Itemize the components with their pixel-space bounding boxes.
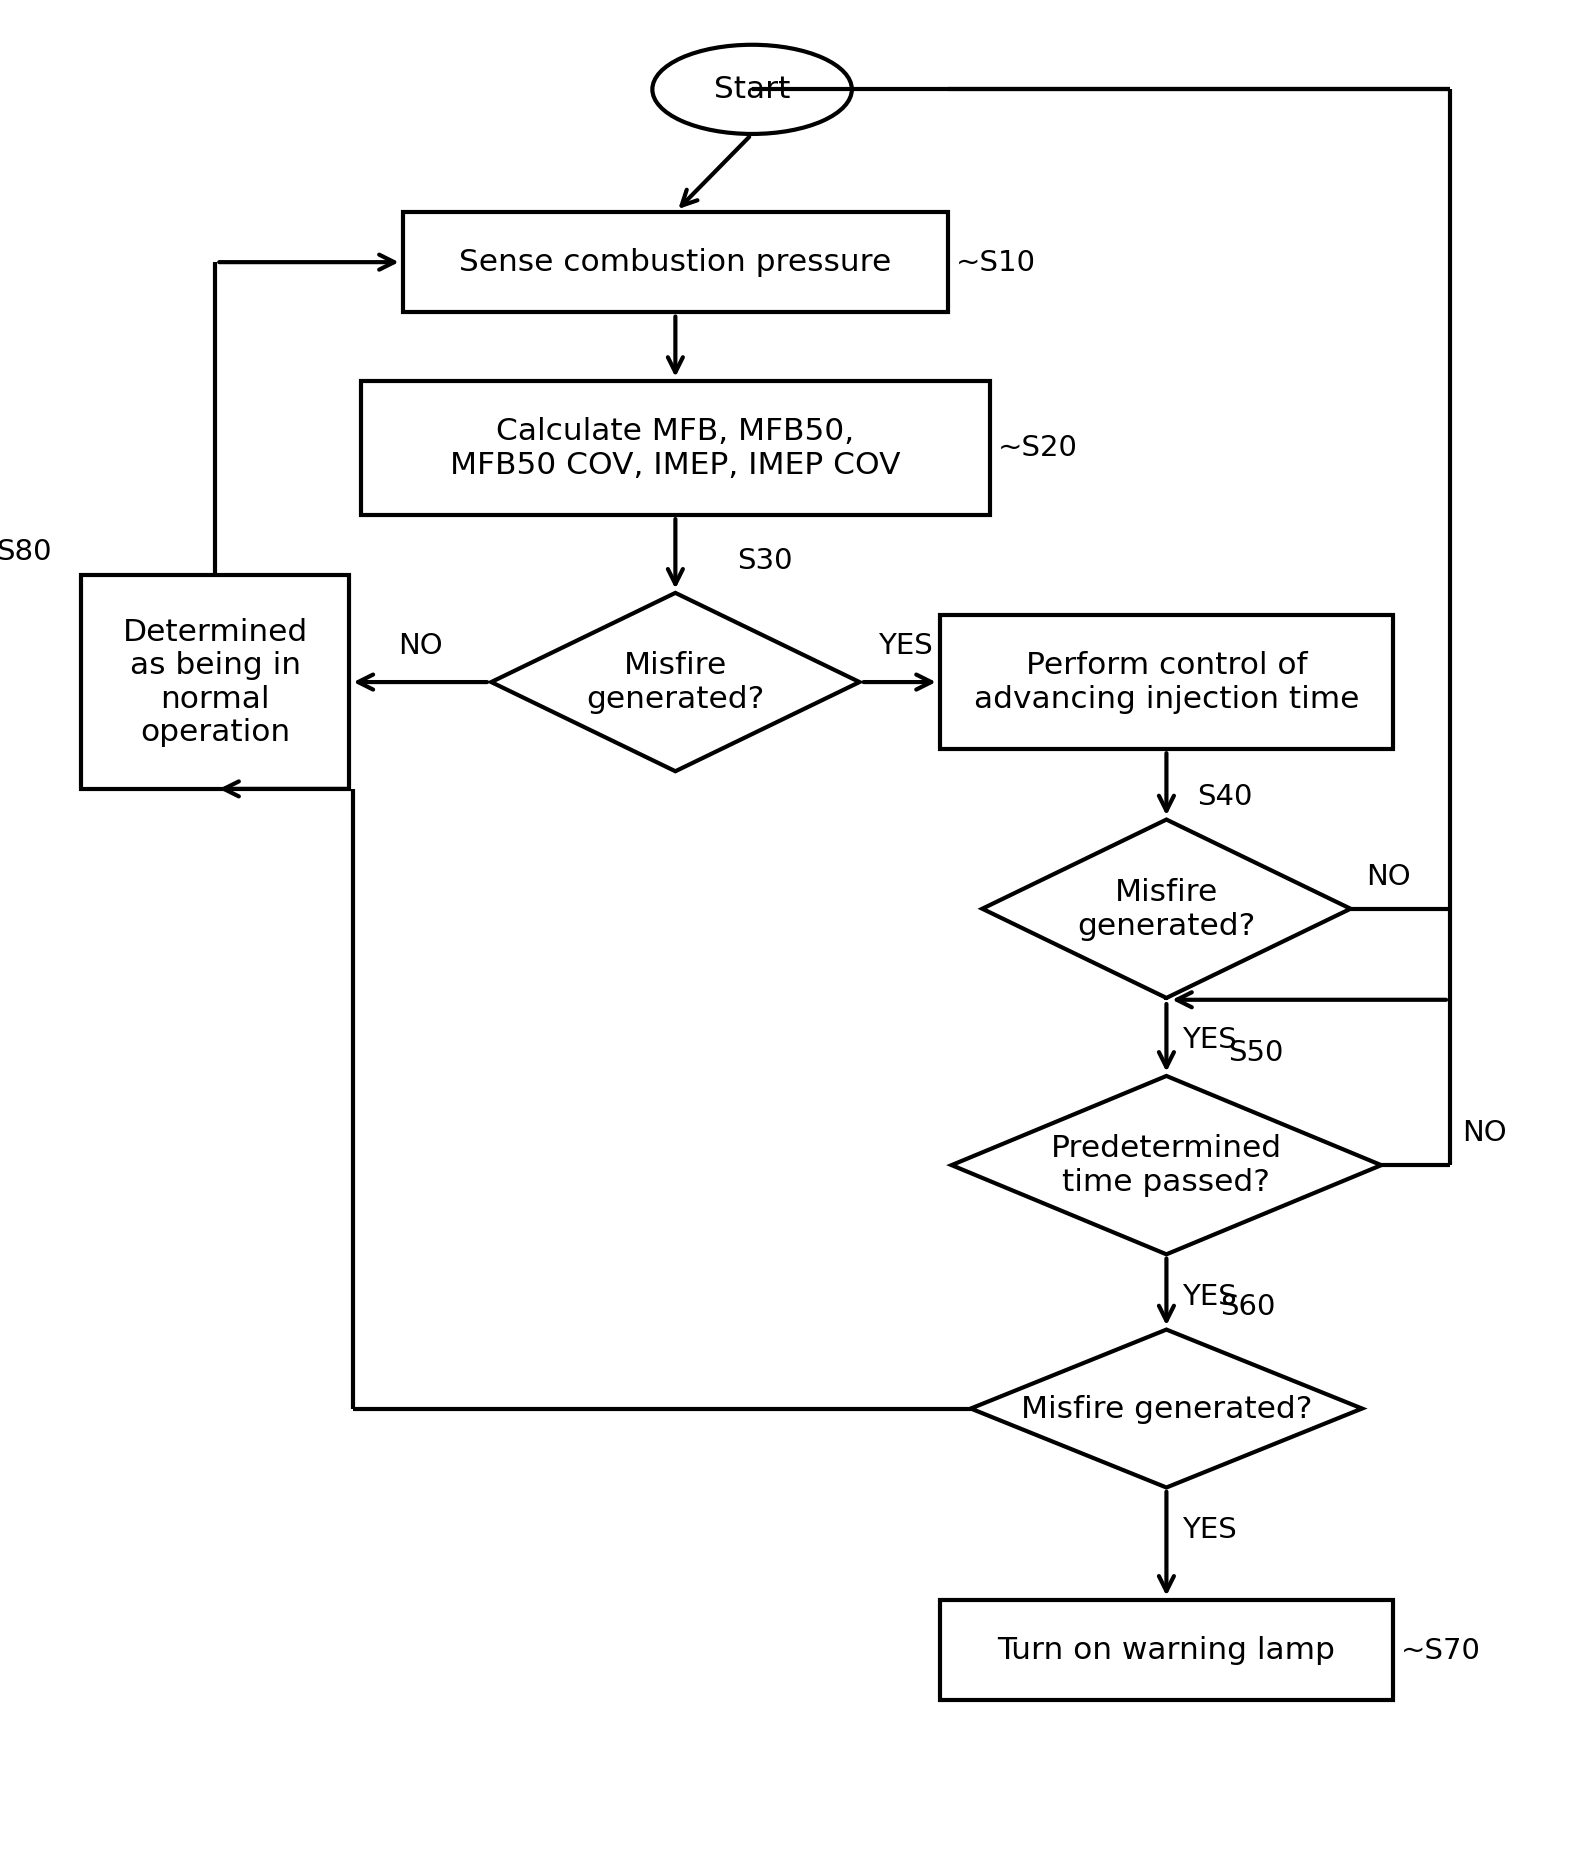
Text: NO: NO [398,632,443,660]
Text: NO: NO [1463,1118,1508,1146]
Text: Turn on warning lamp: Turn on warning lamp [998,1636,1335,1664]
Text: ~S70: ~S70 [1400,1636,1481,1664]
Text: Sense combustion pressure: Sense combustion pressure [459,249,892,277]
Text: YES: YES [1182,1283,1236,1311]
Text: S50: S50 [1228,1040,1284,1068]
Text: Determined
as being in
normal
operation: Determined as being in normal operation [122,617,308,748]
Text: Misfire
generated?: Misfire generated? [586,651,765,714]
Text: YES: YES [878,632,933,660]
Text: S40: S40 [1197,782,1252,810]
Text: Predetermined
time passed?: Predetermined time passed? [1051,1133,1282,1197]
Text: Calculate MFB, MFB50,
MFB50 COV, IMEP, IMEP COV: Calculate MFB, MFB50, MFB50 COV, IMEP, I… [451,417,901,479]
Text: S60: S60 [1220,1292,1276,1320]
Text: ~S20: ~S20 [998,434,1078,462]
Text: ~S10: ~S10 [955,249,1035,277]
Text: YES: YES [1182,1027,1236,1055]
Text: Perform control of
advancing injection time: Perform control of advancing injection t… [974,651,1358,714]
Text: Misfire generated?: Misfire generated? [1020,1395,1312,1423]
Text: NO: NO [1366,862,1411,890]
Text: YES: YES [1182,1515,1236,1543]
Text: Misfire
generated?: Misfire generated? [1078,877,1255,941]
Text: Start: Start [714,75,790,105]
Text: S80: S80 [0,539,52,567]
Text: S30: S30 [736,546,792,574]
